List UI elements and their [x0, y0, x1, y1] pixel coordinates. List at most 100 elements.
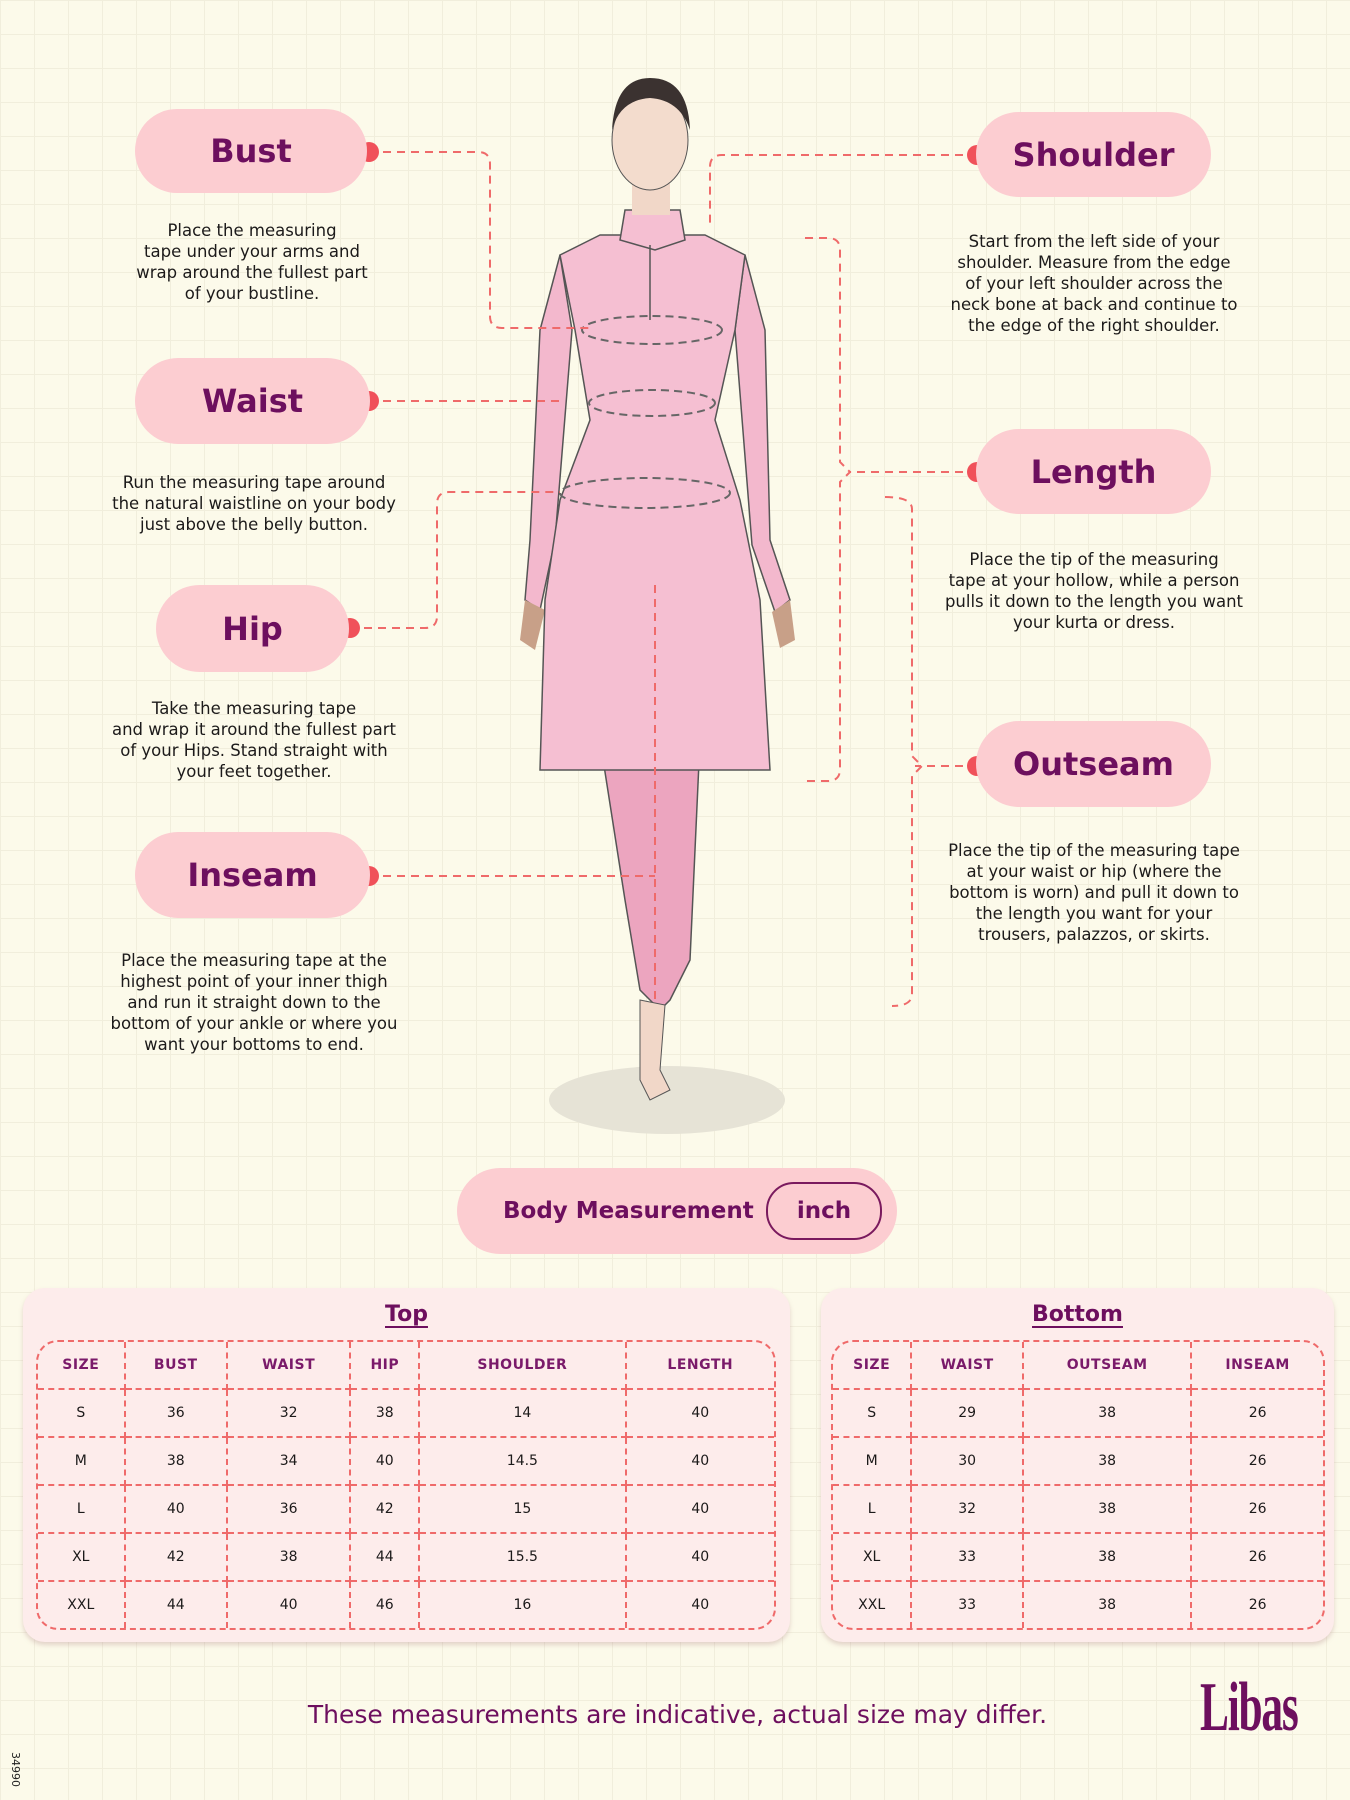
- table-cell: 40: [626, 1390, 774, 1438]
- table-cell: 38: [1024, 1390, 1193, 1438]
- desc-line: just above the belly button.: [140, 515, 368, 534]
- desc-line: Place the measuring: [167, 221, 337, 240]
- table-cell: 29: [912, 1390, 1025, 1438]
- desc-line: of your left shoulder across the: [965, 274, 1223, 293]
- table-cell: XL: [38, 1534, 126, 1582]
- bottom-size-table: SIZE WAIST OUTSEAM INSEAM S 29 38 26 M 30 38 26 L 32 3…: [831, 1340, 1325, 1630]
- desc-line: of your bustline.: [184, 284, 320, 303]
- product-code: 34990: [9, 1752, 22, 1787]
- table-cell: 40: [351, 1438, 421, 1486]
- table-cell: 14: [420, 1390, 627, 1438]
- table-cell: 26: [1192, 1534, 1323, 1582]
- length-description: Place the tip of the measuring tape at yo…: [920, 549, 1268, 633]
- table-row: L 32 38 26: [833, 1486, 1323, 1534]
- table-cell: 15.5: [420, 1534, 627, 1582]
- header-row: SIZE WAIST OUTSEAM INSEAM: [833, 1342, 1323, 1390]
- column-header: WAIST: [227, 1342, 352, 1390]
- column-header: BUST: [125, 1342, 228, 1390]
- waist-label: Waist: [135, 358, 370, 444]
- top-size-table: SIZE BUST WAIST HIP SHOULDER LENGTH S 36 32 38 14 4…: [36, 1340, 776, 1630]
- table-row: M 38 34 40 14.5 40: [38, 1438, 774, 1486]
- unit-toggle[interactable]: inch: [766, 1182, 882, 1240]
- table-cell: 30: [912, 1438, 1025, 1486]
- column-header: HIP: [351, 1342, 421, 1390]
- table-cell: 33: [912, 1534, 1025, 1582]
- desc-line: and run it straight down to the: [127, 993, 381, 1012]
- desc-line: the length you want for your: [975, 904, 1213, 923]
- table-row: XXL 33 38 26: [833, 1582, 1323, 1628]
- desc-line: the natural waistline on your body: [112, 494, 396, 513]
- table-row: XL 42 38 44 15.5 40: [38, 1534, 774, 1582]
- table-row: XXL 44 40 46 16 40: [38, 1582, 774, 1628]
- table-cell: 38: [125, 1438, 228, 1486]
- desc-line: want your bottoms to end.: [144, 1035, 364, 1054]
- desc-line: and wrap it around the fullest part: [111, 720, 396, 739]
- table-cell: S: [833, 1390, 913, 1438]
- bottom-size-card: Bottom SIZE WAIST OUTSEAM INSEAM S 29 38 26 M 30 3…: [821, 1288, 1334, 1642]
- inseam-description: Place the measuring tape at the highest p…: [80, 950, 428, 1055]
- desc-line: highest point of your inner thigh: [120, 972, 388, 991]
- desc-line: bottom is worn) and pull it down to: [949, 883, 1239, 902]
- inseam-label: Inseam: [135, 832, 370, 918]
- table-cell: 40: [626, 1438, 774, 1486]
- table-cell: 33: [912, 1582, 1025, 1628]
- body-measurement-label: Body Measurement: [503, 1198, 754, 1224]
- desc-line: tape under your arms and: [144, 242, 360, 261]
- table-cell: XXL: [38, 1582, 126, 1628]
- column-header: INSEAM: [1192, 1342, 1323, 1390]
- table-cell: 40: [626, 1534, 774, 1582]
- header-row: SIZE BUST WAIST HIP SHOULDER LENGTH: [38, 1342, 774, 1390]
- table-row: S 36 32 38 14 40: [38, 1390, 774, 1438]
- table-cell: 38: [351, 1390, 421, 1438]
- bottom-table-title: Bottom: [1032, 1302, 1123, 1327]
- desc-line: the edge of the right shoulder.: [968, 316, 1220, 335]
- outseam-description: Place the tip of the measuring tape at yo…: [920, 840, 1268, 945]
- table-cell: 16: [420, 1582, 627, 1628]
- table-cell: 40: [125, 1486, 228, 1534]
- column-header: OUTSEAM: [1024, 1342, 1193, 1390]
- libas-logo: Libas: [1200, 1669, 1299, 1746]
- table-cell: 38: [1024, 1486, 1193, 1534]
- desc-line: at your waist or hip (where the: [966, 862, 1222, 881]
- desc-line: Take the measuring tape: [151, 699, 357, 718]
- table-cell: 40: [228, 1582, 352, 1628]
- desc-line: your feet together.: [176, 762, 332, 781]
- top-size-card: Top SIZE BUST WAIST HIP SHOULDER LENGTH S 36 32 3…: [23, 1288, 790, 1642]
- table-cell: 36: [227, 1486, 352, 1534]
- table-cell: 15: [420, 1486, 627, 1534]
- desc-line: trousers, palazzos, or skirts.: [978, 925, 1210, 944]
- desc-line: Place the measuring tape at the: [121, 951, 387, 970]
- column-header: LENGTH: [626, 1342, 774, 1390]
- table-cell: 42: [125, 1534, 228, 1582]
- table-cell: 14.5: [420, 1438, 627, 1486]
- table-row: XL 33 38 26: [833, 1534, 1323, 1582]
- desc-line: Run the measuring tape around: [122, 473, 386, 492]
- table-cell: S: [38, 1390, 126, 1438]
- figure-illustration: [340, 78, 987, 1134]
- table-cell: 36: [125, 1390, 228, 1438]
- table-cell: 26: [1192, 1390, 1323, 1438]
- hip-label: Hip: [156, 585, 349, 672]
- table-cell: 40: [691, 1597, 710, 1613]
- desc-line: shoulder. Measure from the edge: [957, 253, 1231, 272]
- table-cell: 26: [1192, 1438, 1323, 1486]
- shoulder-description: Start from the left side of your shoulder…: [920, 231, 1268, 336]
- column-header: SHOULDER: [420, 1342, 627, 1390]
- table-row: S 29 38 26: [833, 1390, 1323, 1438]
- table-cell: 44: [351, 1534, 421, 1582]
- table-cell: 44: [126, 1582, 228, 1628]
- table-row: L 40 36 42 15 40: [38, 1486, 774, 1534]
- table-cell: 38: [1024, 1582, 1193, 1628]
- table-cell: M: [38, 1438, 126, 1486]
- top-table-title: Top: [385, 1302, 428, 1327]
- table-cell: 38: [227, 1534, 352, 1582]
- body-measurement-header: Body Measurement inch: [457, 1168, 897, 1254]
- table-cell: L: [38, 1486, 126, 1534]
- table-cell: 32: [227, 1390, 352, 1438]
- table-cell: XXL: [833, 1582, 913, 1628]
- table-cell: 34: [227, 1438, 352, 1486]
- connector-lines: [350, 151, 977, 1007]
- desc-line: pulls it down to the length you want: [944, 592, 1244, 611]
- desc-line: Place the tip of the measuring tape: [948, 841, 1240, 860]
- table-cell: 26: [1248, 1597, 1267, 1613]
